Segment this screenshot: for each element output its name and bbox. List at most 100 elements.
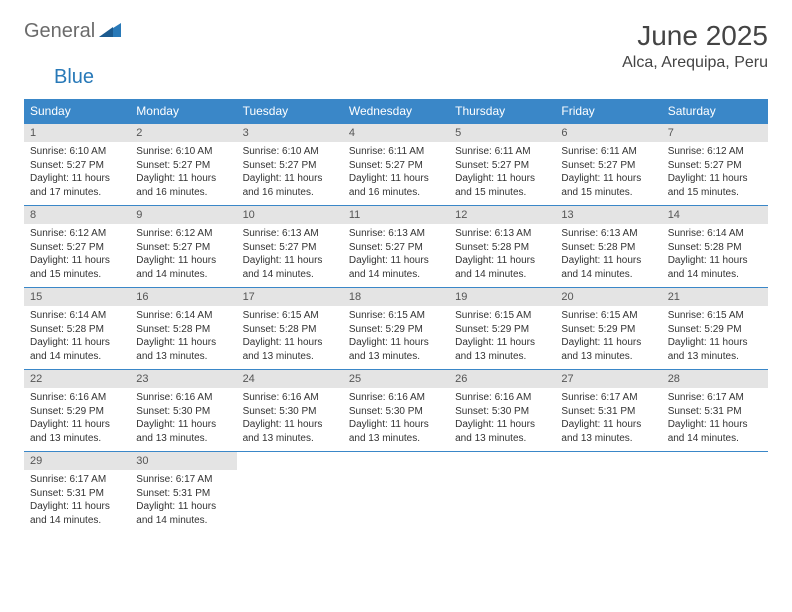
day-number: 15 — [24, 288, 130, 306]
day-header: Thursday — [449, 99, 555, 123]
day-cell: 5Sunrise: 6:11 AMSunset: 5:27 PMDaylight… — [449, 123, 555, 205]
daylight-text: Daylight: 11 hours and 13 minutes. — [668, 336, 762, 363]
day-cell: 19Sunrise: 6:15 AMSunset: 5:29 PMDayligh… — [449, 287, 555, 369]
day-cell: 14Sunrise: 6:14 AMSunset: 5:28 PMDayligh… — [662, 205, 768, 287]
empty-cell — [343, 451, 449, 533]
day-body: Sunrise: 6:13 AMSunset: 5:28 PMDaylight:… — [555, 224, 661, 287]
sunset-text: Sunset: 5:31 PM — [668, 405, 762, 419]
day-number: 10 — [237, 206, 343, 224]
sunset-text: Sunset: 5:30 PM — [349, 405, 443, 419]
sunset-text: Sunset: 5:28 PM — [243, 323, 337, 337]
daylight-text: Daylight: 11 hours and 17 minutes. — [30, 172, 124, 199]
daylight-text: Daylight: 11 hours and 14 minutes. — [668, 254, 762, 281]
sunrise-text: Sunrise: 6:13 AM — [243, 227, 337, 241]
sunset-text: Sunset: 5:30 PM — [243, 405, 337, 419]
day-cell: 15Sunrise: 6:14 AMSunset: 5:28 PMDayligh… — [24, 287, 130, 369]
day-body: Sunrise: 6:13 AMSunset: 5:27 PMDaylight:… — [237, 224, 343, 287]
day-cell: 18Sunrise: 6:15 AMSunset: 5:29 PMDayligh… — [343, 287, 449, 369]
day-body: Sunrise: 6:13 AMSunset: 5:27 PMDaylight:… — [343, 224, 449, 287]
week-row: 15Sunrise: 6:14 AMSunset: 5:28 PMDayligh… — [24, 287, 768, 369]
sunrise-text: Sunrise: 6:16 AM — [349, 391, 443, 405]
calendar-table: SundayMondayTuesdayWednesdayThursdayFrid… — [24, 99, 768, 533]
week-row: 1Sunrise: 6:10 AMSunset: 5:27 PMDaylight… — [24, 123, 768, 205]
day-cell: 29Sunrise: 6:17 AMSunset: 5:31 PMDayligh… — [24, 451, 130, 533]
daylight-text: Daylight: 11 hours and 15 minutes. — [668, 172, 762, 199]
month-title: June 2025 — [622, 20, 768, 52]
daylight-text: Daylight: 11 hours and 16 minutes. — [349, 172, 443, 199]
day-header: Wednesday — [343, 99, 449, 123]
day-cell: 17Sunrise: 6:15 AMSunset: 5:28 PMDayligh… — [237, 287, 343, 369]
day-body: Sunrise: 6:15 AMSunset: 5:28 PMDaylight:… — [237, 306, 343, 369]
sunset-text: Sunset: 5:27 PM — [668, 159, 762, 173]
day-body: Sunrise: 6:17 AMSunset: 5:31 PMDaylight:… — [555, 388, 661, 451]
calendar-body: 1Sunrise: 6:10 AMSunset: 5:27 PMDaylight… — [24, 123, 768, 533]
daylight-text: Daylight: 11 hours and 14 minutes. — [668, 418, 762, 445]
day-number: 21 — [662, 288, 768, 306]
day-cell: 10Sunrise: 6:13 AMSunset: 5:27 PMDayligh… — [237, 205, 343, 287]
sunrise-text: Sunrise: 6:12 AM — [30, 227, 124, 241]
daylight-text: Daylight: 11 hours and 13 minutes. — [243, 336, 337, 363]
day-body: Sunrise: 6:16 AMSunset: 5:30 PMDaylight:… — [343, 388, 449, 451]
day-cell: 11Sunrise: 6:13 AMSunset: 5:27 PMDayligh… — [343, 205, 449, 287]
day-body: Sunrise: 6:15 AMSunset: 5:29 PMDaylight:… — [449, 306, 555, 369]
sunrise-text: Sunrise: 6:15 AM — [561, 309, 655, 323]
day-cell: 28Sunrise: 6:17 AMSunset: 5:31 PMDayligh… — [662, 369, 768, 451]
sunset-text: Sunset: 5:29 PM — [30, 405, 124, 419]
day-body: Sunrise: 6:10 AMSunset: 5:27 PMDaylight:… — [237, 142, 343, 205]
day-number: 5 — [449, 124, 555, 142]
daylight-text: Daylight: 11 hours and 13 minutes. — [136, 418, 230, 445]
day-body: Sunrise: 6:17 AMSunset: 5:31 PMDaylight:… — [130, 470, 236, 533]
daylight-text: Daylight: 11 hours and 13 minutes. — [243, 418, 337, 445]
empty-cell — [555, 451, 661, 533]
sunrise-text: Sunrise: 6:13 AM — [455, 227, 549, 241]
day-body: Sunrise: 6:16 AMSunset: 5:30 PMDaylight:… — [237, 388, 343, 451]
day-body: Sunrise: 6:15 AMSunset: 5:29 PMDaylight:… — [555, 306, 661, 369]
day-cell: 9Sunrise: 6:12 AMSunset: 5:27 PMDaylight… — [130, 205, 236, 287]
day-cell: 6Sunrise: 6:11 AMSunset: 5:27 PMDaylight… — [555, 123, 661, 205]
sunset-text: Sunset: 5:27 PM — [30, 241, 124, 255]
sunrise-text: Sunrise: 6:17 AM — [136, 473, 230, 487]
day-header-row: SundayMondayTuesdayWednesdayThursdayFrid… — [24, 99, 768, 123]
logo-text-blue: Blue — [54, 66, 94, 88]
sunset-text: Sunset: 5:28 PM — [455, 241, 549, 255]
week-row: 8Sunrise: 6:12 AMSunset: 5:27 PMDaylight… — [24, 205, 768, 287]
calendar-page: General June 2025 Alca, Arequipa, Peru B… — [0, 0, 792, 553]
daylight-text: Daylight: 11 hours and 14 minutes. — [30, 336, 124, 363]
empty-cell — [662, 451, 768, 533]
day-body: Sunrise: 6:16 AMSunset: 5:30 PMDaylight:… — [130, 388, 236, 451]
day-cell: 27Sunrise: 6:17 AMSunset: 5:31 PMDayligh… — [555, 369, 661, 451]
daylight-text: Daylight: 11 hours and 14 minutes. — [136, 500, 230, 527]
sunrise-text: Sunrise: 6:15 AM — [455, 309, 549, 323]
sunset-text: Sunset: 5:31 PM — [561, 405, 655, 419]
empty-cell — [237, 451, 343, 533]
sunset-text: Sunset: 5:27 PM — [30, 159, 124, 173]
sunrise-text: Sunrise: 6:15 AM — [243, 309, 337, 323]
empty-cell — [449, 451, 555, 533]
day-cell: 8Sunrise: 6:12 AMSunset: 5:27 PMDaylight… — [24, 205, 130, 287]
sunrise-text: Sunrise: 6:15 AM — [668, 309, 762, 323]
daylight-text: Daylight: 11 hours and 15 minutes. — [455, 172, 549, 199]
sunrise-text: Sunrise: 6:16 AM — [455, 391, 549, 405]
sunset-text: Sunset: 5:27 PM — [349, 159, 443, 173]
day-body: Sunrise: 6:17 AMSunset: 5:31 PMDaylight:… — [24, 470, 130, 533]
day-cell: 21Sunrise: 6:15 AMSunset: 5:29 PMDayligh… — [662, 287, 768, 369]
sunrise-text: Sunrise: 6:15 AM — [349, 309, 443, 323]
day-cell: 16Sunrise: 6:14 AMSunset: 5:28 PMDayligh… — [130, 287, 236, 369]
day-cell: 25Sunrise: 6:16 AMSunset: 5:30 PMDayligh… — [343, 369, 449, 451]
sunset-text: Sunset: 5:27 PM — [243, 159, 337, 173]
sunset-text: Sunset: 5:30 PM — [136, 405, 230, 419]
sunset-text: Sunset: 5:27 PM — [136, 241, 230, 255]
day-cell: 26Sunrise: 6:16 AMSunset: 5:30 PMDayligh… — [449, 369, 555, 451]
sunset-text: Sunset: 5:27 PM — [561, 159, 655, 173]
day-body: Sunrise: 6:13 AMSunset: 5:28 PMDaylight:… — [449, 224, 555, 287]
daylight-text: Daylight: 11 hours and 14 minutes. — [561, 254, 655, 281]
sunrise-text: Sunrise: 6:10 AM — [136, 145, 230, 159]
day-cell: 22Sunrise: 6:16 AMSunset: 5:29 PMDayligh… — [24, 369, 130, 451]
sunrise-text: Sunrise: 6:10 AM — [30, 145, 124, 159]
day-number: 23 — [130, 370, 236, 388]
day-body: Sunrise: 6:10 AMSunset: 5:27 PMDaylight:… — [130, 142, 236, 205]
daylight-text: Daylight: 11 hours and 13 minutes. — [561, 418, 655, 445]
day-body: Sunrise: 6:11 AMSunset: 5:27 PMDaylight:… — [343, 142, 449, 205]
day-number: 19 — [449, 288, 555, 306]
sunset-text: Sunset: 5:29 PM — [455, 323, 549, 337]
